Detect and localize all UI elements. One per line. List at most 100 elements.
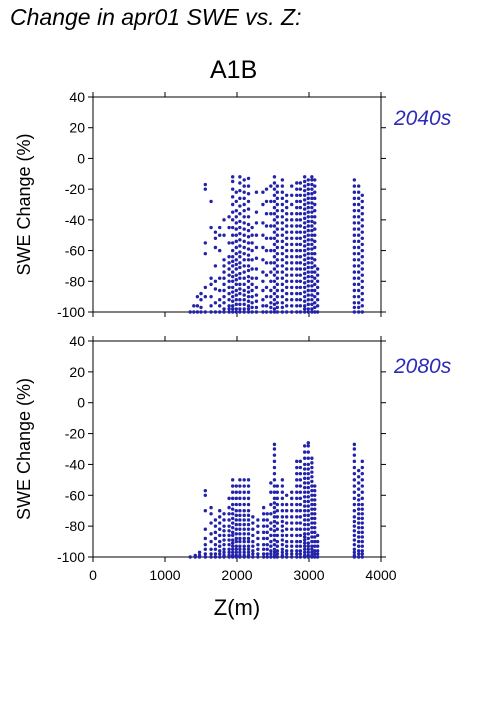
data-point bbox=[238, 244, 242, 248]
data-point bbox=[302, 547, 307, 551]
data-point bbox=[238, 276, 242, 280]
data-point bbox=[227, 496, 231, 501]
data-point bbox=[310, 247, 314, 251]
data-point bbox=[284, 552, 289, 556]
data-point bbox=[250, 225, 254, 230]
data-point bbox=[242, 251, 246, 256]
data-point bbox=[306, 298, 310, 302]
data-point bbox=[222, 512, 226, 516]
data-point bbox=[310, 175, 314, 179]
data-point bbox=[306, 307, 310, 311]
data-point bbox=[213, 301, 218, 305]
data-point bbox=[360, 544, 364, 548]
data-point bbox=[218, 509, 222, 513]
data-point bbox=[352, 190, 357, 194]
data-point bbox=[209, 505, 213, 510]
data-point bbox=[234, 239, 238, 244]
data-point bbox=[302, 244, 307, 248]
data-point bbox=[310, 512, 314, 516]
data-point bbox=[238, 502, 242, 507]
data-point bbox=[302, 276, 307, 280]
data-point bbox=[227, 255, 231, 259]
data-point bbox=[230, 553, 235, 558]
data-point bbox=[280, 270, 285, 274]
data-point bbox=[295, 471, 299, 476]
data-point bbox=[284, 555, 289, 559]
data-point bbox=[352, 478, 357, 482]
data-point bbox=[203, 251, 208, 256]
data-point bbox=[295, 255, 299, 259]
data-point bbox=[356, 535, 361, 539]
data-point bbox=[306, 481, 310, 485]
data-point bbox=[272, 515, 277, 519]
data-point bbox=[360, 310, 364, 314]
data-point bbox=[295, 552, 299, 556]
data-point bbox=[356, 184, 361, 188]
data-point bbox=[256, 555, 260, 559]
data-point bbox=[242, 490, 246, 494]
data-point bbox=[250, 288, 254, 293]
data-point bbox=[218, 304, 222, 308]
data-point bbox=[306, 261, 310, 265]
data-point bbox=[356, 552, 361, 556]
data-point bbox=[222, 282, 226, 287]
data-point bbox=[298, 484, 303, 488]
data-point bbox=[230, 248, 235, 253]
data-point bbox=[313, 184, 317, 188]
data-point bbox=[242, 539, 246, 544]
data-point bbox=[306, 536, 310, 541]
data-point bbox=[356, 305, 361, 310]
data-point bbox=[280, 529, 285, 533]
data-point bbox=[269, 521, 273, 525]
data-point bbox=[280, 301, 285, 305]
data-point bbox=[295, 555, 299, 559]
data-point bbox=[360, 465, 364, 470]
data-point bbox=[310, 310, 314, 314]
data-point bbox=[227, 553, 231, 558]
data-point bbox=[275, 190, 280, 194]
data-point bbox=[275, 233, 280, 237]
data-point bbox=[222, 294, 226, 299]
data-point bbox=[298, 267, 303, 271]
data-point bbox=[254, 285, 259, 290]
data-point bbox=[242, 302, 246, 307]
data-point bbox=[306, 490, 310, 494]
data-point bbox=[227, 267, 231, 271]
data-point bbox=[290, 539, 294, 544]
data-point bbox=[261, 547, 266, 551]
data-point bbox=[360, 273, 364, 277]
data-point bbox=[261, 221, 265, 225]
data-point bbox=[238, 547, 242, 551]
data-point bbox=[203, 536, 208, 541]
data-point bbox=[272, 230, 277, 234]
data-point bbox=[310, 261, 314, 265]
data-point bbox=[310, 302, 314, 307]
data-point bbox=[242, 550, 246, 555]
data-point bbox=[218, 544, 222, 548]
data-point bbox=[313, 196, 317, 201]
data-point bbox=[298, 496, 303, 501]
data-point bbox=[238, 527, 242, 531]
data-point bbox=[290, 496, 294, 501]
data-point bbox=[360, 521, 364, 525]
data-point bbox=[310, 228, 314, 233]
data-point bbox=[213, 264, 218, 268]
data-point bbox=[310, 182, 314, 187]
data-point bbox=[306, 518, 310, 522]
data-point bbox=[280, 310, 285, 314]
data-point bbox=[275, 270, 280, 274]
data-point bbox=[313, 512, 317, 516]
data-point bbox=[251, 544, 255, 548]
data-point bbox=[222, 233, 226, 237]
data-point bbox=[356, 215, 361, 219]
y-tick-label: -100 bbox=[57, 549, 85, 565]
data-point bbox=[298, 502, 303, 507]
data-point bbox=[272, 193, 277, 197]
data-point bbox=[272, 224, 277, 228]
data-point bbox=[295, 205, 299, 210]
data-point bbox=[261, 258, 265, 262]
data-point bbox=[242, 245, 246, 250]
data-point bbox=[242, 513, 246, 518]
data-point bbox=[203, 547, 208, 551]
